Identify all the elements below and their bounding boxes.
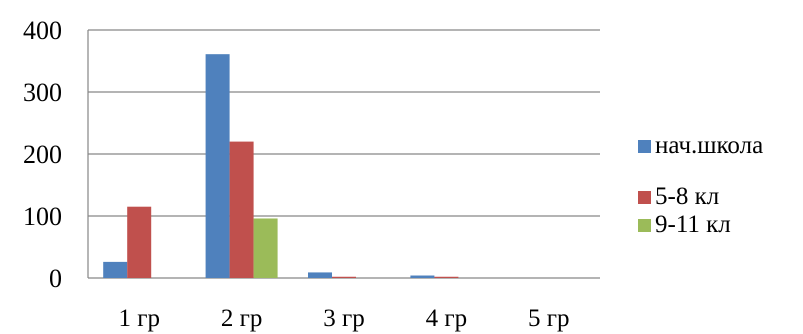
- legend-label-3: 9-11 кл: [655, 211, 731, 238]
- legend: нач.школа 5-8 кл9-11 кл: [638, 132, 763, 238]
- bar-2-4: [434, 276, 459, 278]
- y-tick-label: 400: [23, 16, 62, 45]
- y-tick-label: 300: [23, 78, 62, 107]
- legend-label-1: нач.школа: [655, 132, 763, 159]
- x-category-label: 2 гр: [221, 305, 263, 332]
- legend-label-2: 5-8 кл: [655, 183, 719, 210]
- x-axis-category-labels: 1 гр 2 гр 3 гр 4 гр 5 гр: [118, 305, 569, 332]
- x-category-label: 3 гр: [323, 305, 365, 332]
- bar-2-3: [332, 276, 356, 278]
- bar-2-1: [127, 206, 152, 278]
- y-tick-label: 200: [23, 140, 62, 169]
- x-category-label: 1 гр: [118, 305, 160, 332]
- legend-swatch-1: [638, 140, 651, 153]
- bar-3-2: [253, 218, 278, 278]
- bar-1-2: [205, 54, 230, 279]
- x-category-label: 4 гр: [426, 305, 468, 332]
- bar-1-4: [410, 275, 435, 278]
- y-axis-tick-labels: 0 100 200 300 400: [23, 16, 62, 293]
- y-tick-label: 0: [49, 264, 62, 293]
- gridlines: [87, 29, 600, 279]
- x-category-label: 5 гр: [528, 305, 570, 332]
- bar-1-1: [103, 261, 128, 278]
- bar-2-2: [229, 141, 254, 278]
- y-tick-label: 100: [23, 202, 62, 231]
- bars: [103, 54, 459, 279]
- legend-swatch-2: [638, 191, 651, 204]
- legend-swatch-3: [638, 219, 651, 232]
- bar-1-3: [308, 272, 332, 278]
